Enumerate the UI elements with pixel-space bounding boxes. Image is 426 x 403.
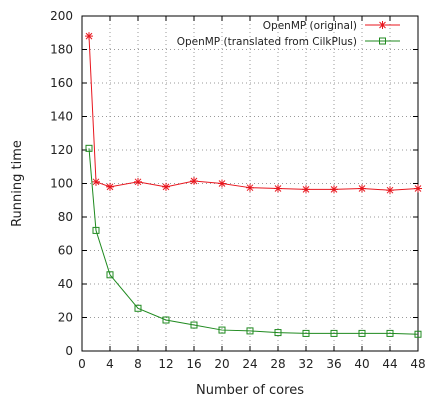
x-axis-label: Number of cores (196, 383, 304, 398)
data-point (274, 184, 282, 193)
grid (82, 16, 418, 351)
data-point (274, 329, 282, 337)
legend-entry-2: OpenMP (translated from CilkPlus) (177, 36, 400, 48)
data-point (386, 186, 394, 195)
x-tick-label: 12 (158, 357, 173, 371)
series-line (88, 36, 419, 191)
data-point (358, 329, 366, 337)
y-tick-label: 20 (58, 311, 73, 325)
data-point (162, 316, 170, 324)
y-tick-label: 180 (50, 43, 73, 57)
x-tick-label: 36 (326, 357, 341, 371)
legend-label: OpenMP (translated from CilkPlus) (177, 36, 357, 48)
y-tick-label: 100 (50, 177, 73, 191)
x-tick-label: 0 (78, 357, 86, 371)
y-tick-label: 0 (65, 344, 73, 358)
data-point (246, 327, 254, 335)
series-line (88, 148, 419, 335)
series-1 (85, 32, 422, 195)
y-tick-label: 40 (58, 277, 73, 291)
y-tick-label: 140 (50, 110, 73, 124)
legend: OpenMP (original) OpenMP (translated from… (177, 20, 400, 48)
data-point (330, 329, 338, 337)
x-tick-label: 24 (242, 357, 257, 371)
legend-marker (378, 21, 387, 29)
y-tick-label: 60 (58, 244, 73, 258)
data-point (358, 184, 366, 193)
series-2 (85, 144, 422, 338)
x-tick-label: 8 (134, 357, 142, 371)
data-point (386, 329, 394, 337)
data-point (162, 182, 170, 191)
x-tick-label: 44 (382, 357, 397, 371)
x-tick-label: 28 (270, 357, 285, 371)
x-tick-label: 48 (410, 357, 425, 371)
data-point (302, 185, 310, 194)
data-point (330, 185, 338, 194)
x-tick-label: 32 (298, 357, 313, 371)
data-point (414, 330, 422, 338)
x-tick-label: 16 (186, 357, 201, 371)
data-point (134, 177, 142, 186)
data-point (85, 144, 93, 152)
data-point (302, 329, 310, 337)
y-tick-label: 120 (50, 143, 73, 157)
y-tick-label: 200 (50, 9, 73, 23)
legend-marker (379, 37, 386, 45)
legend-entry-1: OpenMP (original) (263, 20, 400, 32)
data-point (106, 271, 114, 279)
y-axis-label: Running time (10, 140, 25, 227)
legend-label: OpenMP (original) (263, 20, 357, 32)
series-layer (85, 32, 422, 338)
data-point (190, 176, 198, 185)
y-tick-label: 160 (50, 76, 73, 90)
x-tick-label: 20 (214, 357, 229, 371)
data-point (246, 183, 254, 192)
data-point (190, 321, 198, 329)
x-tick-label: 4 (106, 357, 114, 371)
data-point (414, 184, 422, 193)
data-point (218, 326, 226, 334)
axis-ticks: 0 4 8 12 16 20 24 28 32 36 40 44 4802040608010012014… (50, 9, 426, 371)
x-tick-label: 40 (354, 357, 369, 371)
y-tick-label: 80 (58, 210, 73, 224)
data-point (92, 177, 100, 186)
data-point (92, 226, 100, 234)
data-point (218, 179, 226, 188)
data-point (106, 182, 114, 191)
data-point (85, 32, 93, 41)
data-point (134, 304, 142, 312)
